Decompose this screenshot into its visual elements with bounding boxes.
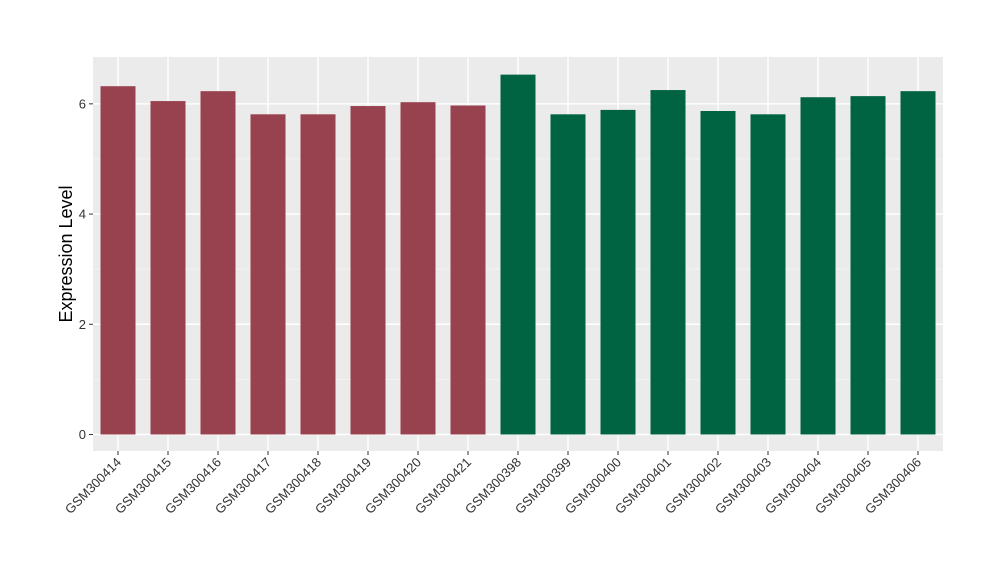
bar <box>750 114 786 435</box>
y-axis: 0 2 4 6 <box>79 96 93 442</box>
bar <box>300 114 336 435</box>
y-axis-title: Expression Level <box>56 185 76 322</box>
bar <box>150 101 186 435</box>
bar <box>900 91 936 435</box>
bar <box>650 90 686 435</box>
bar <box>800 97 836 435</box>
bar <box>450 105 486 435</box>
bar <box>250 114 286 435</box>
bar <box>550 114 586 435</box>
y-tick-label: 2 <box>79 317 86 332</box>
bar <box>400 102 436 435</box>
bar <box>600 109 636 435</box>
x-axis: GSM300414GSM300415GSM300416GSM300417GSM3… <box>62 451 924 517</box>
bar <box>100 86 136 435</box>
y-tick-label: 6 <box>79 96 86 111</box>
y-tick-label: 0 <box>79 427 86 442</box>
y-tick-label: 4 <box>79 207 86 222</box>
bar <box>500 74 536 435</box>
bar <box>350 106 386 435</box>
bar <box>200 91 236 435</box>
bar <box>700 111 736 435</box>
bars <box>100 74 936 435</box>
bar <box>850 96 886 435</box>
